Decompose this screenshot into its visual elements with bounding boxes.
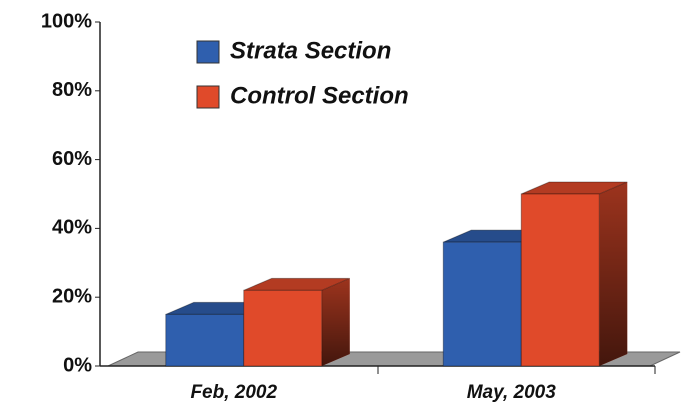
y-tick-label: 0%	[63, 354, 92, 376]
bar-side-shade	[321, 278, 350, 366]
bar-side-shade	[599, 182, 628, 366]
y-tick-label: 40%	[52, 217, 92, 239]
bar	[165, 313, 245, 367]
bar	[442, 241, 522, 367]
legend-label: Strata Section	[230, 37, 391, 64]
y-tick-label: 60%	[52, 148, 92, 170]
y-tick-label: 20%	[52, 285, 92, 307]
legend-label: Control Section	[230, 82, 409, 109]
bar	[243, 289, 323, 367]
bar	[520, 193, 600, 367]
y-tick-label: 100%	[41, 10, 92, 32]
legend-swatch	[196, 40, 220, 64]
x-tick-label: May, 2003	[467, 382, 557, 403]
legend-swatch	[196, 85, 220, 109]
x-tick-label: Feb, 2002	[190, 382, 277, 403]
y-tick-label: 80%	[52, 79, 92, 101]
